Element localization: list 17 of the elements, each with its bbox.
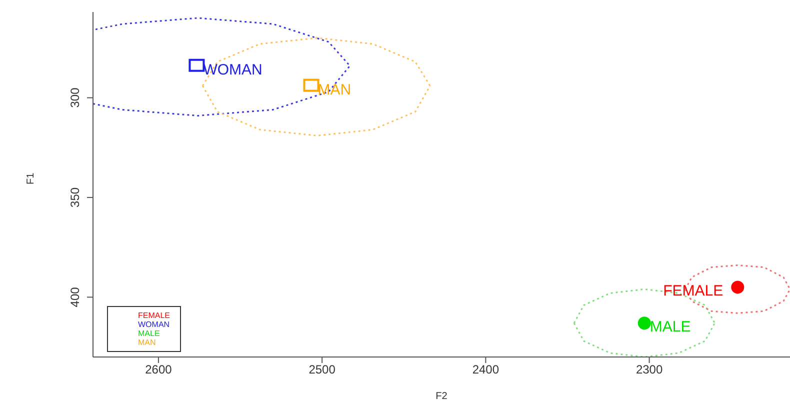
text: MALE — [138, 329, 160, 338]
x-tick-label: 2500 — [308, 362, 336, 377]
series-label: FEMALE — [663, 282, 724, 300]
y-tick-label: 400 — [68, 286, 82, 308]
series-label: WOMAN — [203, 61, 262, 78]
y-tick-label: 350 — [68, 187, 82, 208]
text: MAN — [138, 338, 156, 347]
text: FEMALE — [138, 311, 170, 320]
x-tick-label: 2400 — [472, 362, 500, 377]
text: WOMAN — [138, 320, 170, 329]
y-tick-label: 300 — [68, 87, 82, 108]
x-tick-label: 2300 — [636, 362, 663, 377]
x-tick-label: 2600 — [145, 362, 172, 377]
y-axis-title: F1 — [26, 172, 37, 184]
series-label: MALE — [650, 318, 691, 336]
x-axis-title: F2 — [436, 391, 448, 401]
series-label: MAN — [318, 81, 352, 98]
